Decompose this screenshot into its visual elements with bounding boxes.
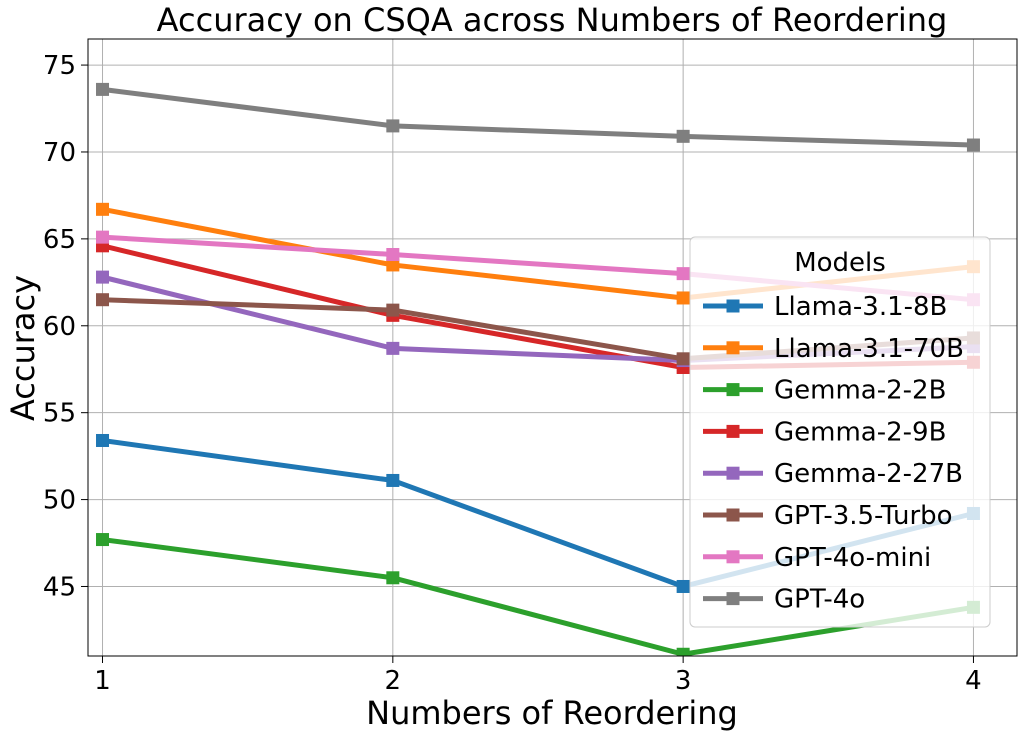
y-tick-label: 55: [43, 399, 76, 429]
legend-label: Llama-3.1-8B: [774, 292, 947, 322]
x-tick-label: 1: [94, 666, 111, 696]
data-point: [386, 341, 400, 355]
legend-entry: GPT-3.5-Turbo: [703, 501, 953, 531]
legend-entry: Llama-3.1-70B: [703, 334, 964, 364]
data-point: [676, 579, 690, 593]
data-point: [96, 533, 110, 547]
legend-swatch-marker: [726, 383, 740, 397]
x-tick-label: 2: [385, 666, 402, 696]
legend-swatch-marker: [726, 550, 740, 564]
legend-label: Gemma-2-9B: [774, 417, 946, 447]
data-point: [676, 647, 690, 656]
data-point: [96, 270, 110, 284]
chart-title: Accuracy on CSQA across Numbers of Reord…: [157, 1, 948, 39]
series-line: [99, 86, 977, 148]
data-point: [386, 119, 400, 133]
y-tick-label: 75: [43, 51, 76, 81]
data-point: [96, 230, 110, 244]
y-tick-label: 70: [43, 138, 76, 168]
data-point: [386, 248, 400, 262]
y-tick-label: 50: [43, 486, 76, 516]
y-tick-label: 60: [43, 312, 76, 342]
y-tick-label: 65: [43, 225, 76, 255]
legend-box: [689, 236, 991, 628]
legend: Models Llama-3.1-8B Llama-3.1-70B Gemma-2-…: [689, 236, 991, 628]
legend-label: Llama-3.1-70B: [774, 334, 964, 364]
legend-entries: Llama-3.1-8B Llama-3.1-70B Gemma-2-2B Gemma…: [703, 292, 964, 615]
legend-label: Gemma-2-2B: [774, 376, 946, 406]
axis-ticks: 1 2 3 4 45 50 55 60 65 70 75: [43, 51, 982, 696]
data-point: [386, 303, 400, 317]
legend-swatch-marker: [726, 592, 740, 606]
y-tick-label: 45: [43, 572, 76, 602]
data-point: [96, 82, 110, 96]
series-line: [99, 536, 977, 656]
legend-entry: Llama-3.1-8B: [703, 292, 947, 322]
x-tick-label: 3: [675, 666, 692, 696]
x-tick-label: 4: [965, 666, 982, 696]
legend-label: Gemma-2-27B: [774, 459, 963, 489]
legend-swatch-marker: [726, 508, 740, 522]
legend-entry: Gemma-2-2B: [703, 376, 946, 406]
legend-entry: Gemma-2-27B: [703, 459, 963, 489]
legend-label: GPT-4o-mini: [774, 543, 931, 573]
data-point: [96, 202, 110, 216]
data-point: [966, 138, 980, 152]
data-point: [676, 267, 690, 281]
legend-swatch-marker: [726, 341, 740, 355]
y-axis-label: Accuracy: [4, 275, 42, 421]
data-point: [676, 291, 690, 305]
data-point: [676, 129, 690, 143]
legend-label: GPT-3.5-Turbo: [774, 501, 953, 531]
legend-entry: GPT-4o-mini: [703, 543, 931, 573]
legend-entry: GPT-4o: [703, 585, 865, 615]
legend-title: Models: [794, 248, 886, 278]
data-point: [96, 433, 110, 447]
legend-swatch-marker: [726, 466, 740, 480]
legend-swatch-marker: [726, 424, 740, 438]
series-gpt-4o: [96, 82, 980, 152]
data-point: [96, 293, 110, 307]
legend-entry: Gemma-2-9B: [703, 417, 946, 447]
legend-label: GPT-4o: [774, 585, 865, 615]
data-point: [676, 352, 690, 366]
x-axis-label: Numbers of Reordering: [366, 694, 738, 732]
plot-area-frame: [87, 38, 1018, 657]
legend-swatch-marker: [726, 299, 740, 313]
data-point: [386, 571, 400, 585]
data-point: [386, 473, 400, 487]
data-point: [386, 258, 400, 272]
